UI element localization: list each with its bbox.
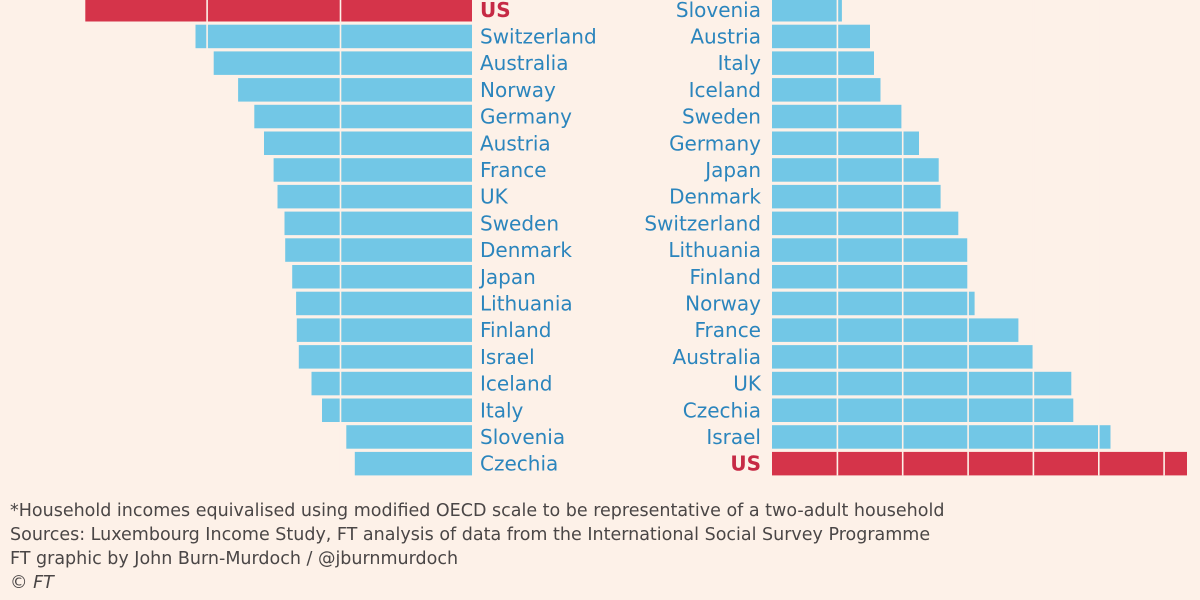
right-label-us: US [730, 452, 761, 476]
left-bar-austria [264, 131, 472, 155]
right-bar-israel [772, 425, 1111, 449]
right-label-switzerland: Switzerland [644, 211, 761, 235]
left-label-italy: Italy [480, 398, 524, 422]
left-bar-italy [322, 398, 472, 422]
right-label-czechia: Czechia [683, 398, 761, 422]
left-label-lithuania: Lithuania [480, 291, 573, 315]
left-label-switzerland: Switzerland [480, 25, 597, 49]
right-bar-slovenia [772, 0, 842, 22]
right-label-france: France [694, 318, 761, 342]
right-bar-norway [772, 291, 975, 316]
left-label-iceland: Iceland [480, 372, 552, 396]
right-label-australia: Australia [673, 345, 761, 369]
right-bar-us [772, 451, 1187, 476]
right-label-japan: Japan [703, 158, 761, 182]
right-label-denmark: Denmark [669, 185, 761, 209]
right-bar-austria [772, 24, 870, 49]
right-bar-italy [772, 51, 874, 75]
left-label-uk: UK [480, 185, 509, 209]
right-label-finland: Finland [690, 265, 761, 289]
left-bar-switzerland [195, 24, 472, 49]
right-label-slovenia: Slovenia [676, 0, 761, 22]
right-bar-japan [772, 158, 939, 182]
left-label-finland: Finland [480, 318, 551, 342]
left-label-us: US [480, 0, 511, 22]
left-bar-israel [298, 345, 472, 369]
right-bar-lithuania [772, 238, 968, 262]
left-bar-australia [213, 51, 472, 75]
right-label-austria: Austria [690, 25, 761, 49]
left-label-czechia: Czechia [480, 452, 558, 476]
footnote-methodology: *Household incomes equivalised using mod… [10, 501, 945, 521]
right-bar-finland [772, 265, 969, 289]
right-label-sweden: Sweden [682, 105, 761, 129]
left-bar-lithuania [296, 291, 472, 316]
left-label-israel: Israel [480, 345, 535, 369]
left-label-germany: Germany [480, 105, 572, 129]
left-label-denmark: Denmark [480, 238, 572, 262]
left-label-france: France [480, 158, 547, 182]
footnote-credit: FT graphic by John Burn-Murdoch / @jburn… [10, 549, 459, 569]
right-label-germany: Germany [669, 131, 761, 155]
left-label-japan: Japan [478, 265, 536, 289]
left-bar-iceland [311, 371, 472, 396]
left-bar-uk [277, 184, 472, 209]
right-bar-germany [772, 131, 919, 155]
left-bar-sweden [284, 211, 472, 236]
right-bar-uk [772, 371, 1072, 396]
right-label-iceland: Iceland [689, 78, 761, 102]
left-label-sweden: Sweden [480, 211, 559, 235]
left-bar-finland [296, 318, 472, 342]
right-bar-denmark [772, 184, 941, 209]
left-label-austria: Austria [480, 131, 551, 155]
right-label-lithuania: Lithuania [668, 238, 761, 262]
right-bar-switzerland [772, 211, 959, 236]
left-bar-denmark [285, 238, 472, 262]
right-label-uk: UK [733, 372, 762, 396]
right-bar-czechia [772, 398, 1074, 422]
left-bar-norway [238, 78, 472, 102]
right-label-italy: Italy [718, 51, 762, 75]
right-bar-france [772, 318, 1019, 342]
left-bar-czechia [354, 451, 472, 476]
footnote-copyright: © FT [10, 573, 54, 593]
footnote-sources: Sources: Luxembourg Income Study, FT ana… [10, 525, 931, 545]
right-label-norway: Norway [685, 291, 761, 315]
left-bar-slovenia [346, 425, 472, 449]
right-label-israel: Israel [706, 425, 761, 449]
left-label-norway: Norway [480, 78, 556, 102]
left-bar-japan [292, 265, 472, 289]
left-bar-germany [254, 104, 472, 129]
left-label-australia: Australia [480, 51, 568, 75]
left-label-slovenia: Slovenia [480, 425, 565, 449]
bar-charts: USSwitzerlandAustraliaNorwayGermanyAustr… [85, 0, 1187, 476]
right-bar-iceland [772, 78, 881, 102]
left-bar-us [85, 0, 473, 22]
left-bar-france [273, 158, 472, 182]
footnotes: *Household incomes equivalised using mod… [10, 499, 944, 595]
